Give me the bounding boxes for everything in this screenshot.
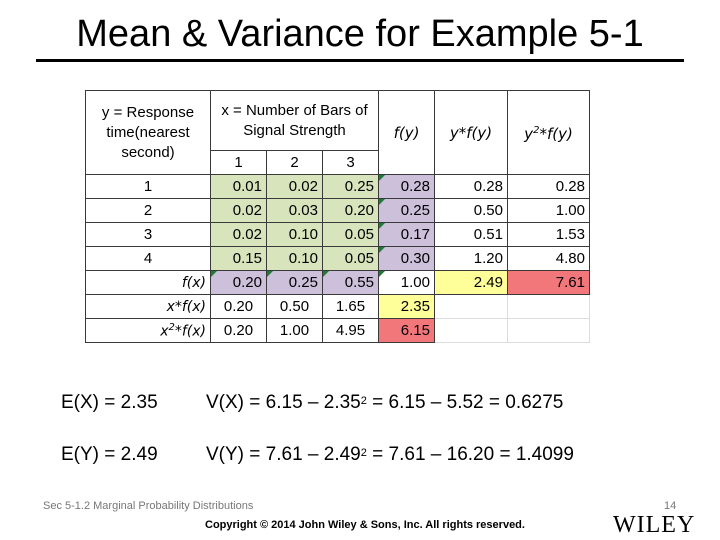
table-row: 1 0.01 0.02 0.25 0.28 0.28 0.28: [85, 174, 590, 199]
joint-distribution-table: y = Response time(nearest second) x = Nu…: [85, 90, 590, 343]
slide-title: Mean & Variance for Example 5-1: [76, 13, 644, 55]
xfx-row: x*f(x) 0.20 0.50 1.65 2.35: [85, 294, 590, 319]
ey2-cell: 7.61: [507, 270, 590, 295]
ey-cell: 2.49: [434, 270, 508, 295]
fy-header: f(y): [378, 90, 435, 175]
fx-row: f(x) 0.20 0.25 0.55 1.00 2.49 7.61: [85, 270, 590, 295]
x-value-1: 1: [210, 150, 267, 175]
ex2-cell: 6.15: [378, 318, 435, 343]
title-underline: [36, 59, 684, 62]
ex-equation: E(X) = 2.35: [61, 392, 158, 413]
y-header: y = Response time(nearest second): [85, 90, 211, 175]
y2fy-header: y2*f(y): [507, 90, 590, 175]
total-probability: 1.00: [378, 270, 435, 295]
x-header: x = Number of Bars of Signal Strength: [210, 90, 379, 151]
copyright-notice: Copyright © 2014 John Wiley & Sons, Inc.…: [205, 519, 525, 531]
x-value-3: 3: [322, 150, 379, 175]
x-value-2: 2: [266, 150, 323, 175]
page-number: 14: [664, 500, 677, 512]
x2fx-row: x2*f(x) 0.20 1.00 4.95 6.15: [85, 318, 590, 343]
table-row: 2 0.02 0.03 0.20 0.25 0.50 1.00: [85, 198, 590, 223]
wiley-logo: WILEY: [613, 512, 696, 538]
vx-equation: V(X) = 6.15 – 2.352 = 6.15 – 5.52 = 0.62…: [206, 392, 564, 413]
vy-equation: V(Y) = 7.61 – 2.492 = 7.61 – 16.20 = 1.4…: [206, 444, 574, 465]
table-row: 4 0.15 0.10 0.05 0.30 1.20 4.80: [85, 246, 590, 271]
yfy-header: y*f(y): [434, 90, 508, 175]
ey-equation: E(Y) = 2.49: [61, 444, 158, 465]
table-row: 3 0.02 0.10 0.05 0.17 0.51 1.53: [85, 222, 590, 247]
section-footer: Sec 5-1.2 Marginal Probability Distribut…: [43, 500, 254, 512]
ex-cell: 2.35: [378, 294, 435, 319]
